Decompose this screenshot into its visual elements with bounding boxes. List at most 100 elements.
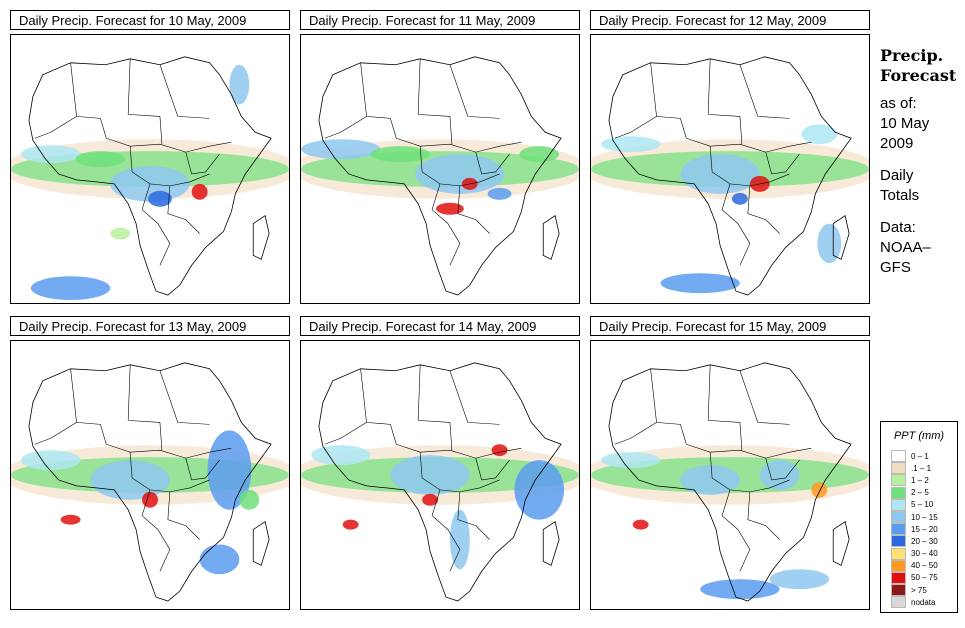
precip-patch bbox=[600, 136, 661, 153]
forecast-panel-1: Daily Precip. Forecast for 10 May, 2009 bbox=[10, 10, 290, 304]
precip-patch bbox=[700, 579, 780, 600]
country-border bbox=[360, 62, 397, 139]
legend-item: 2 – 5 bbox=[891, 486, 938, 499]
panel-title: Daily Precip. Forecast for 10 May, 2009 bbox=[10, 10, 290, 30]
country-border bbox=[106, 137, 232, 153]
precip-patch bbox=[759, 460, 800, 490]
legend-item: 1 – 2 bbox=[891, 474, 938, 487]
country-border bbox=[185, 152, 220, 175]
precip-patch bbox=[660, 273, 740, 294]
legend-swatch bbox=[891, 571, 906, 584]
country-border bbox=[127, 364, 163, 451]
africa-coastline bbox=[28, 56, 272, 296]
country-border bbox=[127, 58, 163, 145]
country-border bbox=[396, 137, 522, 153]
country-border bbox=[159, 64, 210, 119]
legend-swatch bbox=[891, 462, 906, 475]
precip-patch bbox=[191, 183, 208, 200]
madagascar-outline bbox=[252, 521, 270, 566]
country-border bbox=[360, 368, 397, 445]
precip-patch bbox=[75, 151, 126, 168]
country-border bbox=[475, 152, 510, 175]
country-border bbox=[417, 364, 453, 451]
country-border bbox=[159, 370, 210, 425]
legend-title: PPT (mm) bbox=[893, 430, 945, 442]
madagascar-outline bbox=[832, 521, 850, 566]
country-border bbox=[709, 146, 790, 187]
precip-patch bbox=[301, 139, 381, 160]
country-border bbox=[739, 64, 790, 119]
madagascar-outline bbox=[542, 521, 560, 566]
precip-patch bbox=[20, 450, 81, 471]
country-border bbox=[650, 62, 687, 139]
legend-item: 10 – 15 bbox=[891, 511, 938, 524]
precip-map bbox=[300, 340, 580, 610]
legend-label: 0 – 1 bbox=[911, 451, 929, 461]
forecast-date-line2: 2009 bbox=[880, 135, 914, 152]
panel-title: Daily Precip. Forecast for 14 May, 2009 bbox=[300, 316, 580, 336]
legend-item: 30 – 40 bbox=[891, 547, 938, 560]
africa-coastline bbox=[318, 362, 562, 602]
data-line1: Data: bbox=[880, 219, 916, 236]
precip-patch bbox=[310, 445, 371, 466]
country-border bbox=[34, 116, 77, 139]
country-border bbox=[185, 458, 220, 481]
country-border bbox=[70, 62, 107, 139]
panel-title: Daily Precip. Forecast for 12 May, 2009 bbox=[590, 10, 870, 30]
legend-label: 30 – 40 bbox=[911, 549, 938, 559]
precip-patch bbox=[422, 493, 439, 506]
country-border bbox=[431, 183, 461, 266]
country-border bbox=[686, 443, 812, 459]
legend-item: 40 – 50 bbox=[891, 559, 938, 572]
legend-label: 50 – 75 bbox=[911, 573, 938, 583]
precip-patch bbox=[769, 569, 830, 590]
precip-patch bbox=[229, 64, 250, 105]
precip-patch bbox=[342, 519, 359, 530]
legend-item: 0 – 1 bbox=[891, 450, 938, 463]
country-border bbox=[417, 58, 453, 145]
legend-label: 10 – 15 bbox=[911, 512, 938, 522]
country-border bbox=[650, 368, 687, 445]
africa-map-svg bbox=[11, 362, 289, 602]
precip-patch bbox=[370, 146, 431, 163]
country-border bbox=[449, 64, 500, 119]
africa-map-svg bbox=[591, 362, 869, 602]
precip-map bbox=[590, 34, 870, 304]
legend-swatch bbox=[891, 559, 906, 572]
legend-item: 15 – 20 bbox=[891, 523, 938, 536]
legend-label: nodata bbox=[911, 597, 936, 607]
precip-patch bbox=[90, 460, 170, 500]
country-border bbox=[141, 489, 171, 572]
country-border bbox=[167, 491, 200, 540]
legend-item: > 75 bbox=[891, 584, 938, 597]
precip-map bbox=[10, 34, 290, 304]
side-title-line2: Forecast bbox=[880, 66, 957, 85]
country-border bbox=[747, 491, 780, 540]
country-border bbox=[419, 452, 500, 493]
country-border bbox=[167, 185, 200, 234]
precip-patch bbox=[30, 276, 111, 301]
precip-patch bbox=[142, 491, 158, 508]
country-border bbox=[721, 183, 751, 266]
country-border bbox=[141, 183, 171, 266]
country-border bbox=[129, 452, 210, 493]
africa-coastline bbox=[28, 362, 272, 602]
precip-patch bbox=[491, 444, 508, 457]
panel-title: Daily Precip. Forecast for 13 May, 2009 bbox=[10, 316, 290, 336]
legend-label: .1 – 1 bbox=[911, 463, 932, 473]
country-border bbox=[614, 116, 657, 139]
country-border bbox=[457, 185, 490, 234]
country-border bbox=[765, 152, 800, 175]
legend-label: 2 – 5 bbox=[911, 488, 929, 498]
panel-title: Daily Precip. Forecast for 15 May, 2009 bbox=[590, 316, 870, 336]
madagascar-outline bbox=[252, 215, 270, 260]
country-border bbox=[449, 370, 500, 425]
forecast-date-line1: 10 May bbox=[880, 115, 930, 132]
forecast-panel-5: Daily Precip. Forecast for 14 May, 2009 bbox=[300, 316, 580, 610]
side-title-line1: Precip. bbox=[880, 46, 944, 65]
country-border bbox=[396, 443, 522, 459]
africa-map-svg bbox=[591, 56, 869, 296]
legend-swatch bbox=[891, 596, 906, 609]
legend-swatch bbox=[891, 486, 906, 499]
precip-patch bbox=[600, 452, 661, 469]
